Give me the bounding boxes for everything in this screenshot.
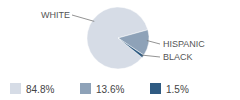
pie-slice [118, 30, 149, 55]
pie-slice [118, 38, 144, 58]
legend-swatch [10, 83, 21, 94]
legend-swatch [150, 83, 161, 94]
chart: WHITE HISPANIC BLACK 84.8% 13.6% 1.5% [0, 0, 240, 100]
legend-label: 84.8% [26, 84, 54, 95]
leader-line [72, 15, 94, 21]
legend: 84.8% 13.6% 1.5% [10, 83, 189, 95]
category-label: BLACK [163, 52, 193, 62]
legend-label: 1.5% [166, 84, 189, 95]
leader-line [147, 41, 160, 44]
category-label: WHITE [41, 10, 70, 20]
legend-label: 13.6% [96, 84, 124, 95]
pie [87, 7, 149, 69]
leader-line [141, 55, 160, 57]
category-label: HISPANIC [163, 39, 205, 49]
legend-swatch [80, 83, 91, 94]
